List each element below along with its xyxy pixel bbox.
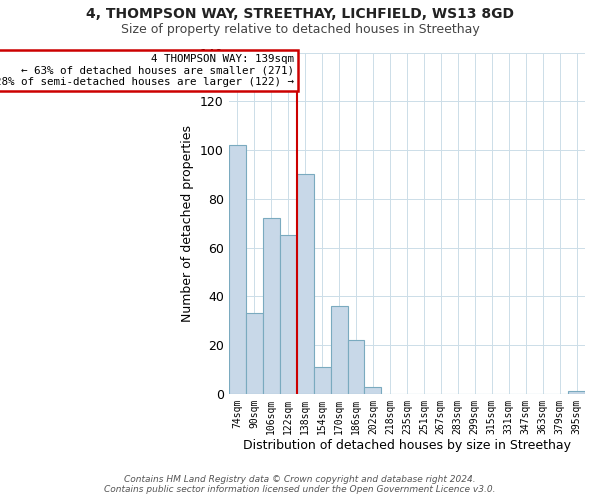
Text: Contains HM Land Registry data © Crown copyright and database right 2024.
Contai: Contains HM Land Registry data © Crown c… <box>104 474 496 494</box>
Bar <box>296 174 314 394</box>
Bar <box>263 218 280 394</box>
Bar <box>229 145 246 394</box>
Bar <box>347 340 364 394</box>
Text: 4, THOMPSON WAY, STREETHAY, LICHFIELD, WS13 8GD: 4, THOMPSON WAY, STREETHAY, LICHFIELD, W… <box>86 8 514 22</box>
Bar <box>331 306 347 394</box>
Bar <box>568 392 585 394</box>
Bar <box>314 367 331 394</box>
Bar <box>280 236 296 394</box>
Y-axis label: Number of detached properties: Number of detached properties <box>181 124 194 322</box>
Text: Size of property relative to detached houses in Streethay: Size of property relative to detached ho… <box>121 22 479 36</box>
Bar <box>246 314 263 394</box>
Bar <box>364 386 382 394</box>
Text: 4 THOMPSON WAY: 139sqm
← 63% of detached houses are smaller (271)
28% of semi-de: 4 THOMPSON WAY: 139sqm ← 63% of detached… <box>0 54 294 87</box>
X-axis label: Distribution of detached houses by size in Streethay: Distribution of detached houses by size … <box>243 440 571 452</box>
